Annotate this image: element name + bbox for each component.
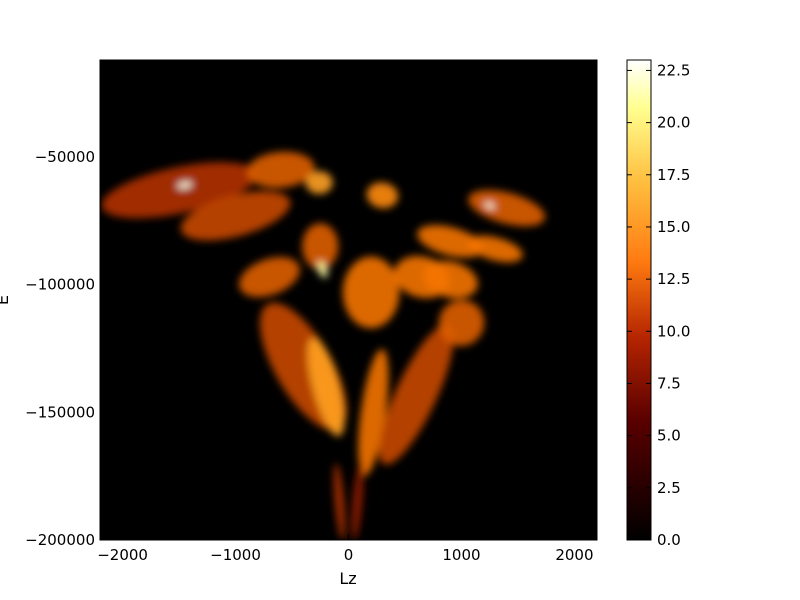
colorbar-tick-label: 22.5 — [657, 61, 690, 79]
heatmap-top-center-lobe — [246, 151, 315, 188]
colorbar-tick-label: 10.0 — [657, 322, 690, 340]
heatmap-right-plume-upper — [438, 300, 485, 346]
heatmap-top-small-lobe — [305, 171, 333, 195]
heatmap-right-upper-band — [468, 190, 546, 227]
colorbar-tick-label: 15.0 — [657, 218, 690, 236]
colorbar-tick-label: 5.0 — [657, 427, 681, 445]
x-axis-label: Lz — [339, 569, 356, 588]
colorbar-tick-label: 0.0 — [657, 531, 681, 549]
y-axis-label: E — [0, 295, 12, 305]
x-tick-label: −1000 — [210, 546, 261, 564]
heatmap-right-mid-lobe-2 — [422, 260, 478, 299]
heatmap-hotspot-right — [484, 202, 496, 209]
colorbar-tick-label: 2.5 — [657, 479, 681, 497]
heatmap-center-lobe — [342, 256, 400, 329]
y-tick-label: −200000 — [25, 531, 95, 549]
heatmap-right-band-2 — [417, 225, 484, 258]
heatmap-left-upper-band — [101, 162, 257, 219]
heatmap-hotspot-center — [317, 260, 328, 278]
x-tick-label: 1000 — [442, 546, 480, 564]
heatmap-left-plume-bright — [307, 337, 345, 437]
x-axis-ticks: −2000 −1000 0 1000 2000 — [97, 60, 594, 564]
heatmap-top-right-lobe — [366, 182, 399, 209]
heatmap-left-streak — [239, 257, 300, 297]
heatmap-left-stem — [333, 463, 346, 540]
heatmap-right-plume — [379, 324, 454, 465]
heatmap-features — [101, 151, 546, 540]
heatmap-center-plume — [358, 349, 389, 476]
y-tick-label: −150000 — [25, 403, 95, 421]
x-tick-label: −2000 — [97, 546, 148, 564]
colorbar-tick-label: 7.5 — [657, 374, 681, 392]
heatmap-center-left-lobe — [302, 223, 339, 270]
colorbar — [626, 59, 652, 541]
colorbar-tick-label: 20.0 — [657, 114, 690, 132]
heatmap-right-band-3 — [467, 235, 523, 263]
heatmap-hotspot-left — [176, 181, 193, 189]
y-tick-label: −100000 — [25, 276, 95, 294]
y-tick-label: −50000 — [35, 148, 95, 166]
y-axis-ticks: −50000 −100000 −150000 −200000 — [25, 148, 597, 549]
colorbar-tick-label: 17.5 — [657, 166, 690, 184]
colorbar-ticks: 0.0 2.5 5.0 7.5 10.0 12.5 15.0 17.5 20.0 22.5 — [627, 61, 690, 549]
heatmap-left-mid-band — [180, 191, 291, 241]
x-tick-label: 0 — [344, 546, 354, 564]
colorbar-tick-label: 12.5 — [657, 270, 690, 288]
heatmap-right-stem — [351, 463, 364, 540]
x-tick-label: 2000 — [555, 546, 593, 564]
